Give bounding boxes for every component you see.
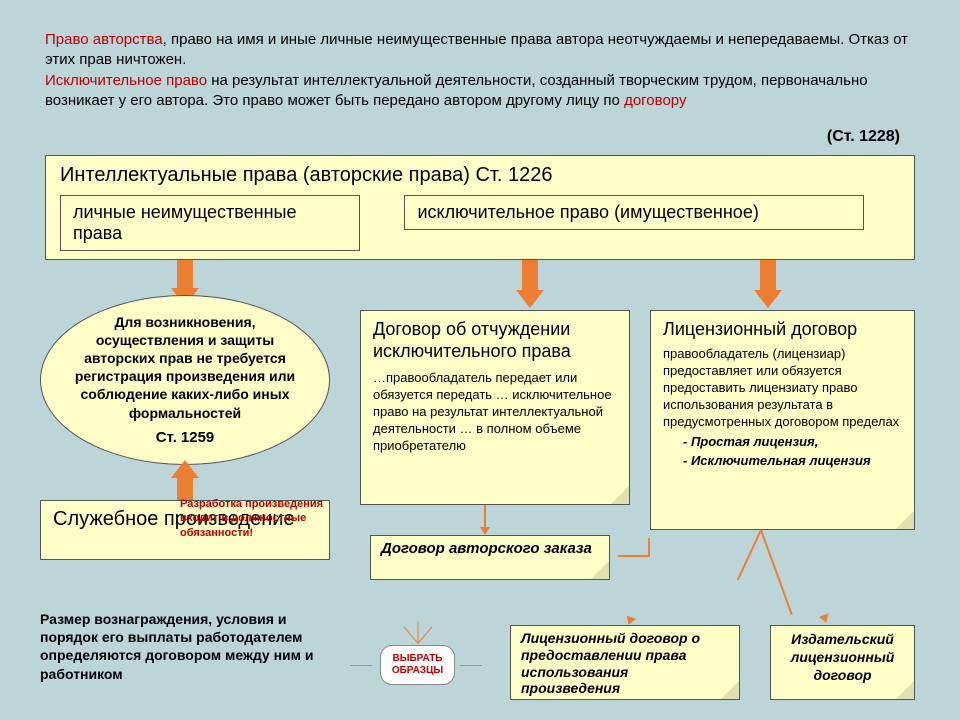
select-samples-label: ВЫБРАТЬ ОБРАЗЦЫ: [381, 653, 454, 677]
intellectual-rights-title: Интеллектуальные права (авторские права)…: [60, 164, 900, 187]
thin-arrow-head-icon: [480, 527, 490, 535]
intellectual-rights-box: Интеллектуальные права (авторские права)…: [45, 155, 915, 260]
service-work-note: Разработка произведения входит в должнос…: [180, 497, 330, 540]
author-order-box: Договор авторского заказа: [370, 535, 610, 580]
ray-icon: [350, 665, 372, 666]
publisher-license-box: Издательский лицензионный договор: [770, 625, 915, 700]
arrow-head-icon: [171, 460, 199, 478]
intro-red-1: Право авторства: [45, 31, 163, 48]
arrow-head-icon: [754, 290, 782, 308]
arrow-icon: [760, 260, 776, 290]
alienation-title: Договор об отчуждении исключительного пр…: [373, 319, 617, 362]
license-body: правообладатель (лицензиар) предоставляе…: [663, 346, 902, 430]
license-use-box: Лицензионный договор о предоставлении пр…: [510, 625, 740, 700]
exclusive-rights-box: исключительное право (имущественное): [404, 195, 864, 230]
ellipse-article: Ст. 1259: [156, 428, 215, 448]
intro-red-2: Исключительное право: [45, 72, 207, 89]
alienation-body: …правообладатель передает или обязуется …: [373, 370, 617, 454]
thin-arrow-icon: [648, 538, 650, 557]
thin-arrow-icon: [484, 505, 486, 527]
arrow-icon: [177, 260, 193, 288]
thin-arrow-icon: [618, 555, 648, 557]
license-title: Лицензионный договор: [663, 319, 902, 340]
ray-icon: [460, 665, 482, 666]
license-bullet-1: - Простая лицензия,: [683, 434, 902, 449]
no-registration-ellipse: Для возникновения, осуществления и защит…: [40, 295, 330, 465]
personal-rights-box: личные неимущественные права: [60, 195, 360, 251]
arrow-icon: [522, 260, 538, 290]
alienation-contract-box: Договор об отчуждении исключительного пр…: [360, 310, 630, 505]
intro-text: Право авторства, право на имя и иные лич…: [45, 30, 915, 111]
ellipse-text: Для возникновения, осуществления и защит…: [63, 313, 307, 422]
select-samples-button[interactable]: ВЫБРАТЬ ОБРАЗЦЫ: [380, 645, 455, 685]
remuneration-text: Размер вознаграждения, условия и порядок…: [40, 610, 335, 683]
license-bullet-2: - Исключительная лицензия: [683, 453, 902, 468]
citation-1228: (Ст. 1228): [827, 128, 900, 146]
arrow-head-icon: [516, 290, 544, 308]
license-contract-box: Лицензионный договор правообладатель (ли…: [650, 310, 915, 530]
